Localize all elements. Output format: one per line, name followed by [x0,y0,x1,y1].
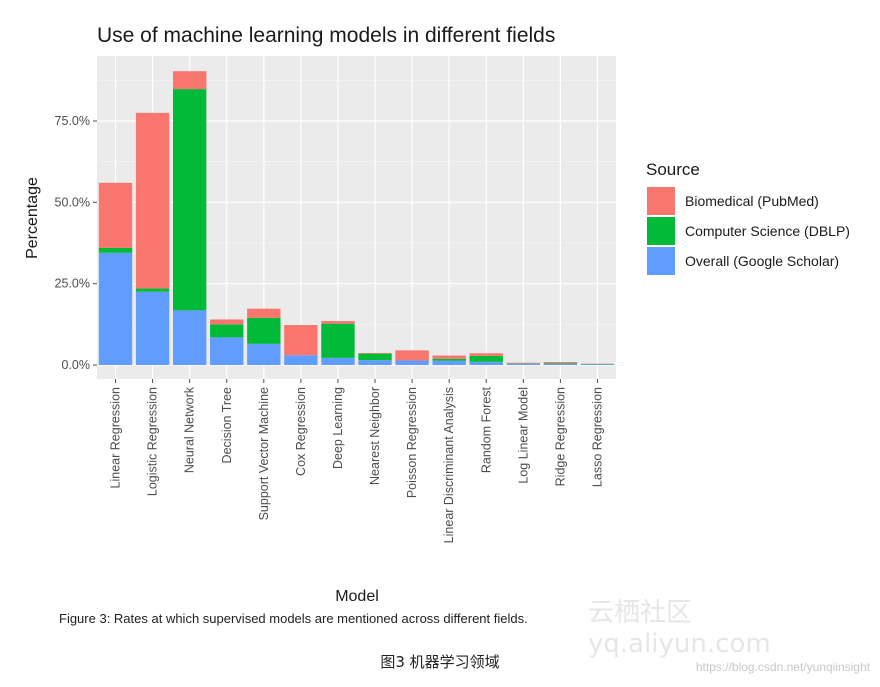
bar-segment [247,317,281,344]
bar-segment [284,324,318,356]
x-tick-label: Ridge Regression [553,387,567,486]
y-axis-label: Percentage [24,177,41,259]
bar-segment [98,182,133,248]
x-tick-label: Deep Learning [331,387,345,469]
legend-label: Computer Science (DBLP) [685,223,850,239]
bar-segment [98,252,133,365]
bar-segment [469,353,503,356]
bar-segment [135,288,170,292]
x-tick-label: Linear Discriminant Analysis [442,387,456,543]
bar-segment [432,360,466,365]
bar-segment [543,363,578,364]
bar-segment [543,363,578,365]
bar-segment [395,350,429,361]
figure-caption: Figure 3: Rates at which supervised mode… [59,611,528,626]
chart-title: Use of machine learning models in differ… [97,24,555,47]
bar-segment [210,319,244,325]
bar-segment [395,360,429,365]
bar-segment [284,355,318,365]
bar-segment [358,352,392,354]
plot-area: 0.0% 25.0% 50.0% 75.0% Linear Regression Logi… [55,56,616,543]
bar-segment [135,112,170,289]
bar-segment [172,71,207,90]
y-tick-label: 75.0% [55,114,90,128]
legend-label: Biomedical (PubMed) [685,193,819,209]
x-axis-label: Model [335,588,379,605]
bar-segment [321,323,355,358]
bar-segment [321,357,355,365]
x-tick-label: Neural Network [183,386,197,473]
bar-segment [432,355,466,359]
bar-segment [172,89,207,311]
legend-label: Overall (Google Scholar) [685,253,839,269]
bar-segment [98,247,133,253]
bar-segment [506,362,541,364]
bar-segment [469,361,503,365]
x-tick-label: Support Vector Machine [257,387,271,520]
bar-segment [543,362,578,364]
bar-segment [358,360,392,365]
bar-segment [432,358,466,361]
bar-segment [358,353,392,361]
legend-key [647,187,675,215]
legend: Source Biomedical (PubMed) Computer Scien… [646,160,850,275]
x-tick-label: Linear Regression [109,387,123,488]
bar-segment [247,308,281,318]
x-tick-label: Poisson Regression [405,387,419,498]
bar-segment [506,363,541,365]
x-tick-label: Nearest Neighbor [368,387,382,485]
x-tick-label: Lasso Regression [590,387,604,487]
bar-segment [172,310,207,365]
bar-segment [135,291,170,365]
bar-segment [247,343,281,365]
x-tick-label: Logistic Regression [146,387,160,496]
x-tick-label: Random Forest [479,386,493,473]
bar-segment [210,337,244,365]
bar-segment [580,364,615,365]
watermark-logo: 云栖社区 yq.aliyun.com [588,598,771,659]
x-tick-label: Cox Regression [294,387,308,476]
y-tick-label: 0.0% [62,358,91,372]
bar-segment [210,324,244,338]
bar-segment [321,321,355,324]
y-tick-label: 25.0% [55,277,90,291]
stacked-bar-chart: Use of machine learning models in differ… [24,24,850,605]
legend-key [647,247,675,275]
watermark-url: https://blog.csdn.net/yunqiinsight [695,660,870,674]
legend-title: Source [646,160,700,179]
y-tick-label: 50.0% [55,195,90,209]
x-tick-label: Decision Tree [220,387,234,463]
x-tick-label: Log Linear Model [516,387,530,484]
chinese-caption: 图3 机器学习领域 [380,653,500,671]
bar-segment [469,355,503,362]
legend-key [647,217,675,245]
